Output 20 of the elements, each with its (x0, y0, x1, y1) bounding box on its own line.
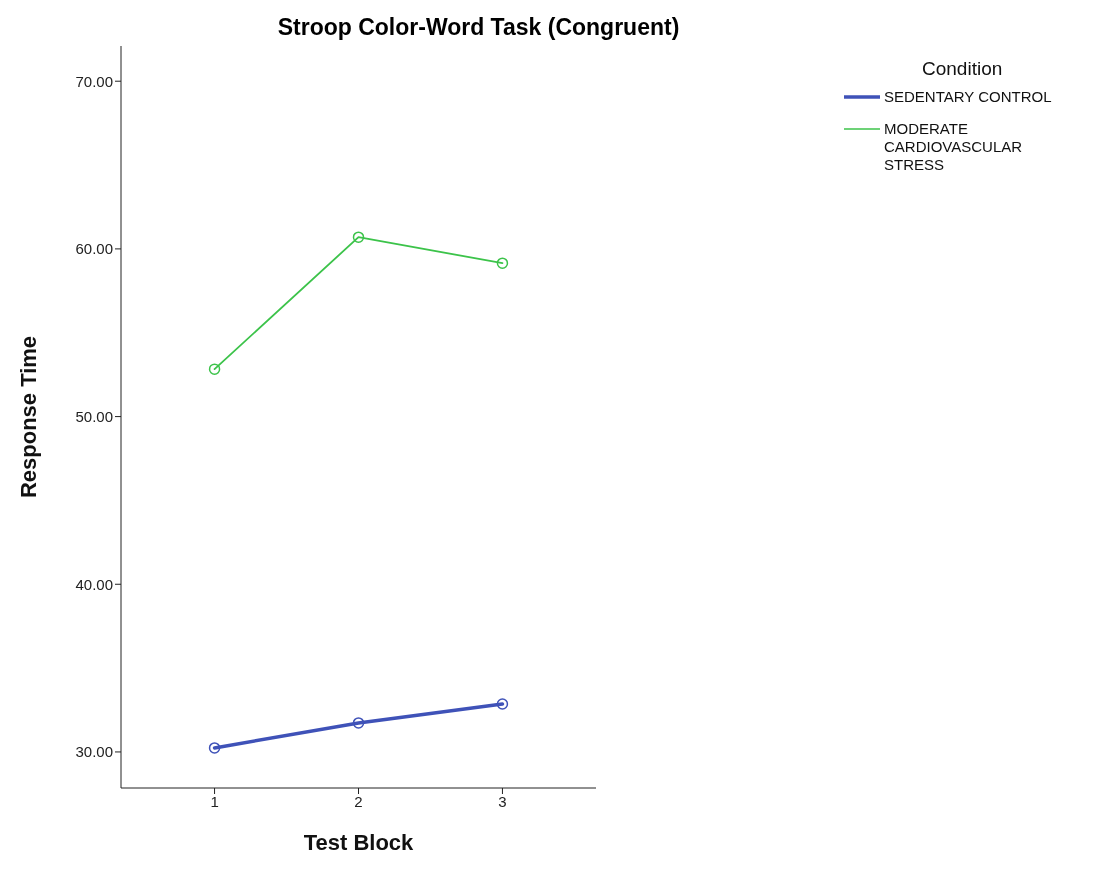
point (496, 257, 509, 269)
x-axis-title: Test Block (303, 830, 415, 855)
chart-title: Stroop Color-Word Task (Congruent) (276, 14, 681, 41)
legend-label: MODERATE CARDIOVASCULAR STRESS (884, 120, 1024, 174)
point (208, 363, 221, 375)
x-tick-label: 3 (498, 792, 507, 810)
y-tick-label: 70.00 (75, 72, 113, 90)
y-tick-label: 50.00 (75, 407, 113, 425)
point (496, 698, 509, 710)
point (352, 717, 365, 729)
x-tick-label: 2 (354, 792, 363, 810)
y-tick-label: 30.00 (75, 743, 113, 761)
y-tick-label: 40.00 (75, 575, 113, 593)
point (208, 742, 221, 754)
legend-label: SEDENTARY CONTROL (884, 88, 1053, 106)
legend-title: Condition (922, 58, 1004, 80)
y-axis-title: Response Time (15, 335, 41, 499)
point (352, 231, 365, 243)
x-tick-label: 1 (210, 792, 219, 810)
y-tick-label: 60.00 (75, 240, 113, 258)
